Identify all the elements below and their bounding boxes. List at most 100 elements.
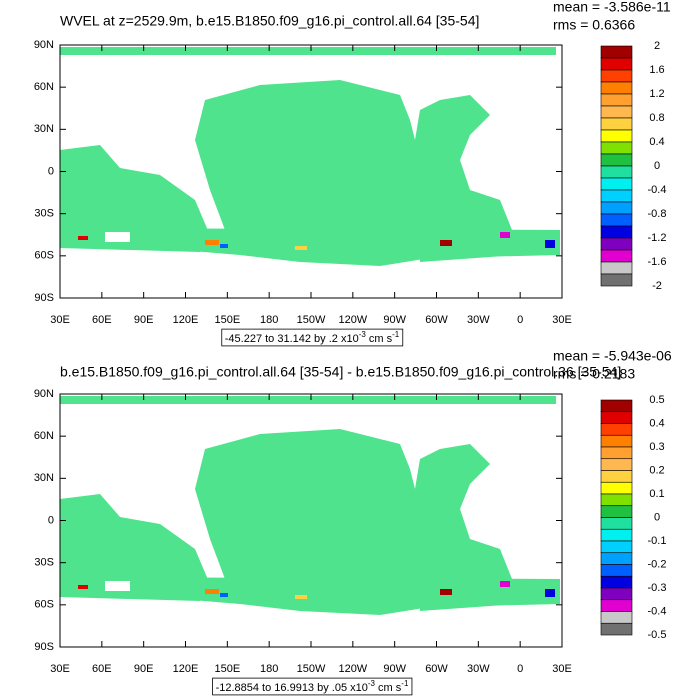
colorbar-box bbox=[600, 611, 633, 624]
lon-label: 180 bbox=[260, 314, 278, 326]
lon-label: 0 bbox=[517, 314, 523, 326]
colorbar-box bbox=[600, 622, 633, 636]
colorbar-box bbox=[600, 249, 633, 263]
lon-label: 150E bbox=[214, 314, 240, 326]
colorbar-box bbox=[600, 105, 633, 119]
lon-label: 0 bbox=[517, 663, 523, 675]
colorbar-label: -1.2 bbox=[648, 232, 667, 244]
lon-label: 120W bbox=[338, 314, 367, 326]
rms-label: rms = 0.2183 bbox=[553, 366, 635, 382]
lon-label: 30W bbox=[467, 314, 490, 326]
colorbar-box bbox=[600, 117, 633, 131]
panel-title: WVEL at z=2529.9m, b.e15.B1850.f09_g16.p… bbox=[60, 13, 479, 29]
lon-label: 180 bbox=[260, 663, 278, 675]
range-label-text: -45.227 to 31.142 by .2 x10-3 cm s-1 bbox=[225, 330, 400, 345]
colorbar-label: 2 bbox=[654, 40, 660, 52]
colorbar-box bbox=[600, 81, 633, 95]
mean-label: mean = -3.586e-11 bbox=[553, 0, 671, 15]
colorbar-box bbox=[600, 273, 633, 287]
colorbar-label: 1.2 bbox=[649, 88, 664, 100]
range-text: cm s bbox=[375, 682, 402, 694]
colorbar-box bbox=[600, 564, 633, 577]
colorbar-label: 0.5 bbox=[649, 394, 664, 406]
lon-label: 150E bbox=[214, 663, 240, 675]
colorbar-label: 0 bbox=[654, 511, 660, 523]
colorbar-box bbox=[600, 575, 633, 589]
lat-label: 60S bbox=[34, 599, 54, 611]
colorbar-box bbox=[600, 599, 633, 612]
panel-title: b.e15.B1850.f09_g16.pi_control.all.64 [3… bbox=[60, 364, 621, 380]
colorbar-box bbox=[600, 237, 633, 251]
colorbar-box bbox=[600, 93, 633, 107]
lat-label: 90N bbox=[34, 388, 54, 400]
range-label-text: -12.8854 to 16.9913 by .05 x10-3 cm s-1 bbox=[216, 679, 409, 694]
colorbar-box bbox=[600, 57, 633, 71]
lon-label: 150W bbox=[297, 314, 326, 326]
range-text: -45.227 to 31.142 by .2 x10 bbox=[225, 333, 359, 345]
colorbar-box bbox=[600, 261, 633, 275]
colorbar-label: -0.3 bbox=[648, 582, 667, 594]
colorbar-label: -0.2 bbox=[648, 558, 667, 570]
map-field bbox=[60, 47, 560, 266]
colorbar-box bbox=[600, 129, 633, 143]
colorbar-box bbox=[600, 141, 633, 155]
mean-label: mean = -5.943e-06 bbox=[553, 348, 672, 364]
colorbar-box bbox=[600, 411, 633, 424]
lon-label: 120W bbox=[338, 663, 367, 675]
colorbar-label: 0.4 bbox=[649, 417, 664, 429]
lon-label: 120E bbox=[173, 314, 199, 326]
rms-label: rms = 0.6366 bbox=[553, 17, 635, 33]
lat-label: 90S bbox=[34, 641, 54, 653]
lon-label: 30E bbox=[552, 663, 572, 675]
colorbar-box bbox=[600, 69, 633, 83]
colorbar-box bbox=[600, 45, 633, 59]
colorbar-label: 0.1 bbox=[649, 488, 664, 500]
lon-label: 90E bbox=[134, 663, 154, 675]
colorbar-box bbox=[600, 165, 633, 179]
colorbar-box bbox=[600, 493, 633, 507]
range-label: -12.8854 to 16.9913 by .05 x10-3 cm s-1 bbox=[212, 677, 413, 696]
colorbar-box bbox=[600, 201, 633, 215]
lon-label: 60E bbox=[92, 663, 112, 675]
colorbar-box bbox=[600, 434, 633, 448]
lat-label: 0 bbox=[48, 165, 54, 177]
lat-label: 30S bbox=[34, 557, 54, 569]
lon-label: 30E bbox=[552, 314, 572, 326]
lat-label: 90S bbox=[34, 292, 54, 304]
lat-label: 90N bbox=[34, 39, 54, 51]
superscript: -3 bbox=[359, 330, 367, 339]
lon-label: 90W bbox=[383, 663, 406, 675]
colorbar-box bbox=[600, 540, 633, 554]
lat-label: 60S bbox=[34, 250, 54, 262]
colorbar-box bbox=[600, 177, 633, 191]
colorbar-box bbox=[600, 517, 633, 530]
range-box bbox=[221, 328, 404, 347]
lon-label: 30E bbox=[50, 663, 70, 675]
colorbar-label: 1.6 bbox=[649, 64, 664, 76]
colorbar-box bbox=[600, 587, 633, 601]
lon-label: 60E bbox=[92, 314, 112, 326]
lat-label: 60N bbox=[34, 81, 54, 93]
colorbar-box bbox=[600, 153, 633, 167]
colorbar-label: -0.4 bbox=[648, 184, 667, 196]
range-text: cm s bbox=[366, 333, 393, 345]
lon-label: 120E bbox=[173, 663, 199, 675]
range-label: -45.227 to 31.142 by .2 x10-3 cm s-1 bbox=[221, 328, 404, 347]
colorbar-box bbox=[600, 528, 633, 542]
range-text: -12.8854 to 16.9913 by .05 x10 bbox=[216, 682, 368, 694]
lon-label: 30E bbox=[50, 314, 70, 326]
colorbar-box bbox=[600, 399, 633, 413]
colorbar-label: -1.6 bbox=[648, 256, 667, 268]
colorbar-label: 0 bbox=[654, 160, 660, 172]
lon-label: 150W bbox=[297, 663, 326, 675]
colorbar-label: -0.4 bbox=[648, 605, 667, 617]
colorbar-box bbox=[600, 423, 633, 436]
lat-label: 30S bbox=[34, 208, 54, 220]
colorbar-box bbox=[600, 458, 633, 471]
colorbar-label: -0.8 bbox=[648, 208, 667, 220]
lon-label: 30W bbox=[467, 663, 490, 675]
colorbar-box bbox=[600, 470, 633, 483]
colorbar-label: -2 bbox=[652, 280, 662, 292]
colorbar-box bbox=[600, 505, 633, 518]
